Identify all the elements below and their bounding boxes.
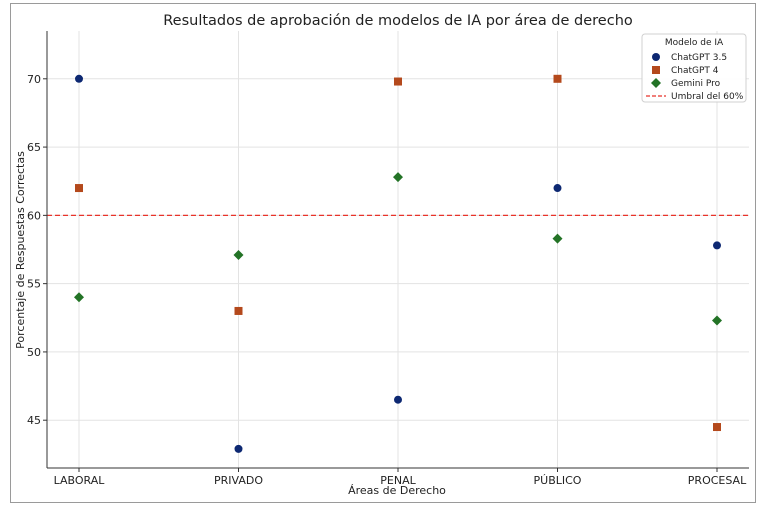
y-tick-label: 60 (27, 209, 41, 222)
legend-entry: Umbral del 60% (671, 92, 744, 102)
data-point (74, 292, 84, 303)
data-point (75, 184, 83, 193)
legend-marker (652, 53, 660, 61)
data-point (552, 233, 563, 244)
data-point (553, 74, 562, 83)
x-tick-label: PROCESAL (688, 474, 747, 487)
legend-entry: ChatGPT 3.5 (671, 53, 727, 63)
y-tick-label: 55 (27, 278, 41, 291)
x-tick-label: LABORAL (54, 474, 106, 487)
legend-marker (651, 78, 661, 88)
x-tick-label: PENAL (380, 474, 416, 487)
data-point (233, 249, 244, 260)
y-tick-label: 70 (27, 73, 41, 86)
x-axis-label: Áreas de Derecho (348, 484, 446, 497)
y-ticks: 45 50 55 60 65 70 (27, 73, 47, 427)
legend: Modelo de IA ChatGPT 3.5 ChatGPT 4 Gemini P… (641, 33, 747, 103)
grid-lines (47, 31, 749, 468)
data-point (712, 315, 722, 326)
legend-title: Modelo de IA (665, 38, 724, 48)
x-tick-label: PÚBLICO (534, 474, 582, 487)
y-tick-label: 50 (27, 346, 41, 359)
data-point (234, 444, 243, 453)
y-tick-label: 65 (27, 141, 41, 154)
chart-title: Resultados de aprobación de modelos de I… (163, 13, 633, 29)
legend-marker (652, 66, 660, 74)
figure-frame (10, 3, 756, 503)
data-point (75, 74, 83, 83)
data-point (234, 306, 243, 315)
data-point (713, 423, 721, 432)
x-tick-label: PRIVADO (214, 474, 263, 487)
x-ticks: LABORAL PRIVADO PENAL PÚBLICO PROCESAL (54, 468, 747, 487)
y-axis-label: Porcentaje de Respuestas Correctas (14, 151, 27, 349)
data-point (394, 77, 402, 86)
y-tick-label: 45 (27, 414, 41, 427)
data-point (393, 172, 403, 183)
data-point (394, 395, 402, 404)
legend-entry: ChatGPT 4 (671, 66, 719, 76)
data-points (74, 74, 722, 453)
legend-entry: Gemini Pro (671, 79, 721, 89)
data-point (553, 184, 562, 193)
data-point (713, 241, 721, 250)
legend-box (641, 33, 747, 103)
